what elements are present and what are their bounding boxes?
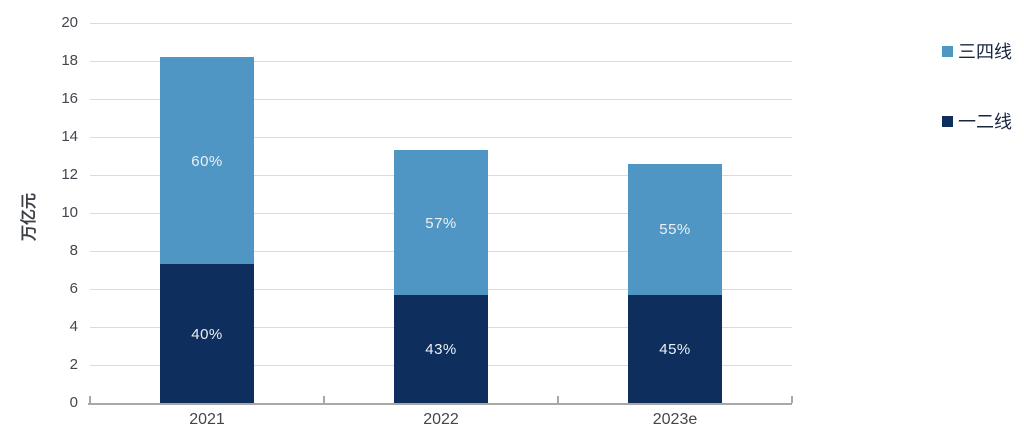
y-tick-label: 16: [61, 90, 78, 107]
y-tick-label: 18: [61, 52, 78, 69]
x-category-label: 2022: [423, 411, 459, 428]
bar-segment-label: 43%: [425, 340, 457, 358]
y-tick-label: 12: [61, 166, 78, 183]
bar-segment-tier-3-4-2021: [160, 57, 254, 265]
legend-label-tier-3-4: 三四线: [958, 42, 1012, 62]
bar-segment-label: 45%: [659, 340, 691, 358]
legend-swatch-tier-3-4-icon: [942, 45, 953, 57]
x-category-label: 2023e: [652, 411, 698, 428]
y-tick-label: 0: [69, 394, 78, 411]
y-tick-label: 2: [69, 356, 78, 373]
x-axis-line: [88, 403, 792, 405]
y-tick-label: 10: [61, 204, 78, 221]
y-axis-title: 万亿元: [21, 192, 38, 242]
x-axis-tick: [323, 396, 325, 403]
bar-segment-tier-1-2-2022: [394, 294, 488, 403]
bar-segment-label: 55%: [659, 221, 691, 239]
bar-segment-tier-1-2-2021: [160, 264, 254, 403]
gridline: [90, 98, 792, 100]
x-category-label: 2021: [189, 411, 225, 428]
gridline: [90, 60, 792, 62]
y-tick-label: 4: [69, 318, 78, 335]
bar-segment-label: 57%: [425, 214, 457, 232]
plot-area: 0 2 4 6 8 10 12 14 16 18 20 40% 60% 2021 43% 57% 2022 45%…: [61, 14, 793, 428]
legend-label-tier-1-2: 一二线: [958, 112, 1012, 132]
gridline: [90, 136, 792, 138]
bar-segment-label: 40%: [191, 325, 223, 343]
legend-item-tier-3-4: 三四线: [942, 38, 1012, 64]
x-axis-tick: [557, 396, 559, 403]
y-tick-label: 8: [69, 242, 78, 259]
bar-segment-tier-3-4-2023e: [628, 163, 722, 295]
bar-segment-label: 60%: [191, 152, 223, 170]
y-tick-label: 20: [61, 14, 78, 31]
x-axis-tick: [791, 396, 793, 403]
y-tick-label: 14: [61, 128, 78, 145]
x-axis-tick: [89, 396, 91, 403]
bar-segment-tier-3-4-2022: [394, 150, 488, 295]
y-tick-label: 6: [69, 280, 78, 297]
gridline: [90, 22, 792, 24]
bar-segment-tier-1-2-2023e: [628, 294, 722, 403]
legend-item-tier-1-2: 一二线: [942, 108, 1012, 134]
legend-swatch-tier-1-2-icon: [942, 115, 953, 127]
